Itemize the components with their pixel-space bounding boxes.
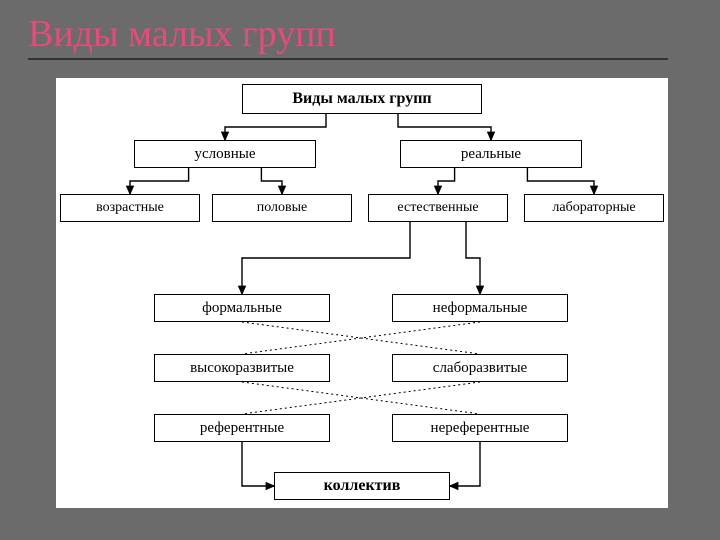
node-conditional: условные — [134, 140, 316, 168]
node-lab: лабораторные — [524, 194, 664, 222]
node-age: возрастные — [60, 194, 200, 222]
node-referent: референтные — [154, 414, 330, 442]
node-lowdev: слаборазвитые — [392, 354, 568, 382]
diagram-canvas: Виды малых групп условные реальные возрастн… — [56, 78, 668, 508]
slide: Виды малых групп Виды малых групп условны… — [0, 0, 720, 540]
node-highdev: высокоразвитые — [154, 354, 330, 382]
node-informal: неформальные — [392, 294, 568, 322]
node-root: Виды малых групп — [242, 84, 482, 114]
node-natural: естественные — [368, 194, 508, 222]
node-formal: формальные — [154, 294, 330, 322]
node-collective: коллектив — [274, 472, 450, 500]
node-nonreferent: нереферентные — [392, 414, 568, 442]
page-title: Виды малых групп — [28, 12, 668, 60]
node-real: реальные — [400, 140, 582, 168]
node-gender: половые — [212, 194, 352, 222]
